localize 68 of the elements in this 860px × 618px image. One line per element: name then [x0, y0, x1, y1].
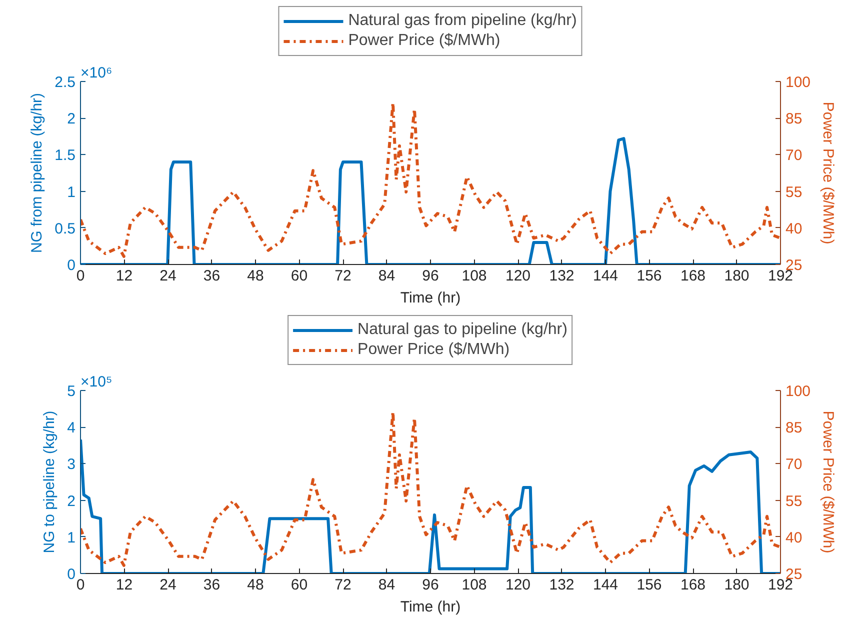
- y-tick-label: 1: [67, 529, 76, 546]
- x-tick-label: 156: [636, 576, 662, 594]
- x-tick-label: 60: [290, 268, 308, 284]
- y2-tick-label: 100: [786, 383, 811, 400]
- x-axis-title: Time (hr): [400, 598, 461, 616]
- y-tick-label: 3: [67, 456, 76, 474]
- y-tick-label: 0.5: [54, 220, 76, 238]
- y-tick-label: 4: [67, 420, 76, 437]
- x-tick-label: 72: [334, 576, 352, 594]
- x-tick-label: 12: [116, 576, 133, 594]
- y-axis-title: NG from pipeline (kg/hr): [28, 92, 46, 254]
- y-tick-label: 5: [67, 383, 76, 400]
- line-series: [80, 101, 780, 258]
- y2-tick-label: 85: [786, 420, 802, 437]
- x-tick-label: 144: [592, 268, 618, 284]
- legend-label: Power Price ($/MWh): [358, 341, 510, 359]
- x-tick-label: 168: [680, 268, 706, 284]
- y2-tick-label: 40: [786, 529, 802, 546]
- x-tick-label: 108: [462, 576, 487, 594]
- x-tick-label: 12: [116, 268, 133, 284]
- y-axis-title: NG to pipeline (kg/hr): [41, 410, 58, 554]
- y2-tick-label: 85: [786, 110, 802, 128]
- x-tick-label: 84: [378, 268, 396, 284]
- legend-label: Power Price ($/MWh): [348, 32, 500, 50]
- x-axis-title: Time (hr): [400, 290, 461, 306]
- y2-tick-label: 55: [786, 184, 802, 201]
- y-tick-label: 1.5: [54, 147, 76, 164]
- y2-tick-label: 40: [786, 220, 802, 238]
- legend-label: Natural gas from pipeline (kg/hr): [348, 12, 577, 30]
- x-tick-label: 132: [549, 576, 574, 594]
- x-tick-label: 156: [636, 268, 662, 284]
- y2-tick-label: 55: [786, 492, 802, 510]
- x-tick-label: 108: [462, 268, 487, 284]
- x-tick-label: 60: [290, 576, 308, 594]
- x-tick-label: 180: [724, 268, 750, 284]
- x-tick-label: 96: [422, 268, 439, 284]
- legend-label: Natural gas to pipeline (kg/hr): [358, 321, 568, 339]
- text: ×10⁶: [80, 64, 112, 82]
- text: ×10⁵: [80, 374, 112, 390]
- y2-tick-label: 70: [786, 456, 802, 474]
- x-tick-label: 96: [422, 576, 439, 594]
- y-tick-label: 0: [67, 566, 76, 583]
- x-tick-label: 36: [203, 576, 220, 594]
- x-tick-label: 180: [724, 576, 750, 594]
- x-tick-label: 48: [247, 268, 264, 284]
- x-tick-label: 132: [549, 268, 574, 284]
- line-series: [80, 137, 780, 264]
- line-series: [80, 410, 780, 567]
- x-tick-label: 120: [505, 576, 531, 594]
- x-tick-label: 72: [334, 268, 352, 284]
- y2-tick-label: 100: [786, 74, 811, 91]
- y2-axis-title: Power Price ($/MWh): [820, 102, 837, 244]
- y-tick-label: 2.5: [54, 74, 76, 91]
- y-tick-label: 1: [67, 184, 76, 201]
- x-tick-label: 168: [680, 576, 706, 594]
- x-tick-label: 48: [247, 576, 264, 594]
- x-tick-label: 24: [160, 268, 176, 284]
- x-tick-label: 36: [203, 268, 220, 284]
- y-tick-label: 2: [67, 110, 76, 128]
- x-tick-label: 120: [505, 268, 531, 284]
- line-series: [80, 438, 780, 574]
- x-tick-label: 84: [378, 576, 396, 594]
- y2-axis-title: Power Price ($/MWh): [820, 410, 837, 554]
- y-tick-label: 2: [67, 492, 76, 510]
- x-tick-label: 144: [592, 576, 618, 594]
- x-tick-label: 24: [160, 576, 176, 594]
- y2-tick-label: 70: [786, 147, 802, 164]
- y-tick-label: 0: [67, 257, 76, 274]
